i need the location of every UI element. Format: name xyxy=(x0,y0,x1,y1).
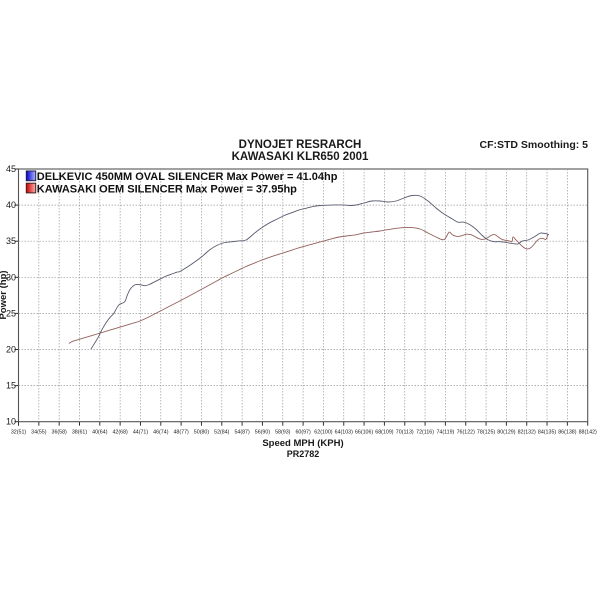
svg-text:66(106): 66(106) xyxy=(355,430,373,436)
svg-text:CF:STD Smoothing: 5: CF:STD Smoothing: 5 xyxy=(480,139,589,151)
svg-text:35: 35 xyxy=(6,236,16,246)
svg-text:54(87): 54(87) xyxy=(234,430,250,436)
svg-text:82(132): 82(132) xyxy=(518,430,536,436)
svg-text:60(97): 60(97) xyxy=(295,430,311,436)
svg-text:Power (hp): Power (hp) xyxy=(0,270,9,319)
svg-text:80(129): 80(129) xyxy=(497,430,515,436)
svg-text:84(135): 84(135) xyxy=(538,430,556,436)
svg-text:48(77): 48(77) xyxy=(173,430,189,436)
svg-text:50(80): 50(80) xyxy=(194,430,210,436)
svg-text:40(64): 40(64) xyxy=(92,430,108,436)
svg-text:68(109): 68(109) xyxy=(375,430,393,436)
svg-text:72(116): 72(116) xyxy=(416,430,434,436)
svg-text:46(74): 46(74) xyxy=(153,430,169,436)
svg-text:38(61): 38(61) xyxy=(72,430,88,436)
svg-text:32(51): 32(51) xyxy=(11,430,27,436)
svg-text:20: 20 xyxy=(6,345,16,355)
svg-text:64(103): 64(103) xyxy=(335,430,353,436)
svg-text:40: 40 xyxy=(6,200,16,210)
svg-text:DELKEVIC 450MM OVAL SILENCER M: DELKEVIC 450MM OVAL SILENCER Max Power =… xyxy=(37,171,338,183)
svg-text:KAWASAKI OEM SILENCER Max Powe: KAWASAKI OEM SILENCER Max Power = 37.95h… xyxy=(37,183,297,195)
svg-text:Speed MPH (KPH): Speed MPH (KPH) xyxy=(262,438,343,449)
svg-text:15: 15 xyxy=(6,381,16,391)
svg-text:70(113): 70(113) xyxy=(396,430,414,436)
svg-text:44(71): 44(71) xyxy=(133,430,149,436)
svg-text:78(125): 78(125) xyxy=(477,430,495,436)
svg-text:86(138): 86(138) xyxy=(558,430,576,436)
svg-text:52(84): 52(84) xyxy=(214,430,230,436)
svg-text:76(122): 76(122) xyxy=(457,430,475,436)
svg-text:88(142): 88(142) xyxy=(579,430,597,436)
svg-text:42(68): 42(68) xyxy=(112,430,128,436)
svg-text:56(90): 56(90) xyxy=(255,430,271,436)
svg-text:74(119): 74(119) xyxy=(436,430,454,436)
svg-text:62(100): 62(100) xyxy=(314,430,332,436)
svg-text:PR2782: PR2782 xyxy=(287,449,320,459)
svg-text:45: 45 xyxy=(6,164,16,174)
svg-text:34(55): 34(55) xyxy=(31,430,47,436)
svg-text:DYNOJET RESRARCH: DYNOJET RESRARCH xyxy=(239,139,362,151)
svg-text:36(58): 36(58) xyxy=(52,430,68,436)
svg-text:58(93): 58(93) xyxy=(275,430,291,436)
svg-text:KAWASAKI KLR650 2001: KAWASAKI KLR650 2001 xyxy=(232,151,369,163)
svg-text:10: 10 xyxy=(6,417,16,427)
